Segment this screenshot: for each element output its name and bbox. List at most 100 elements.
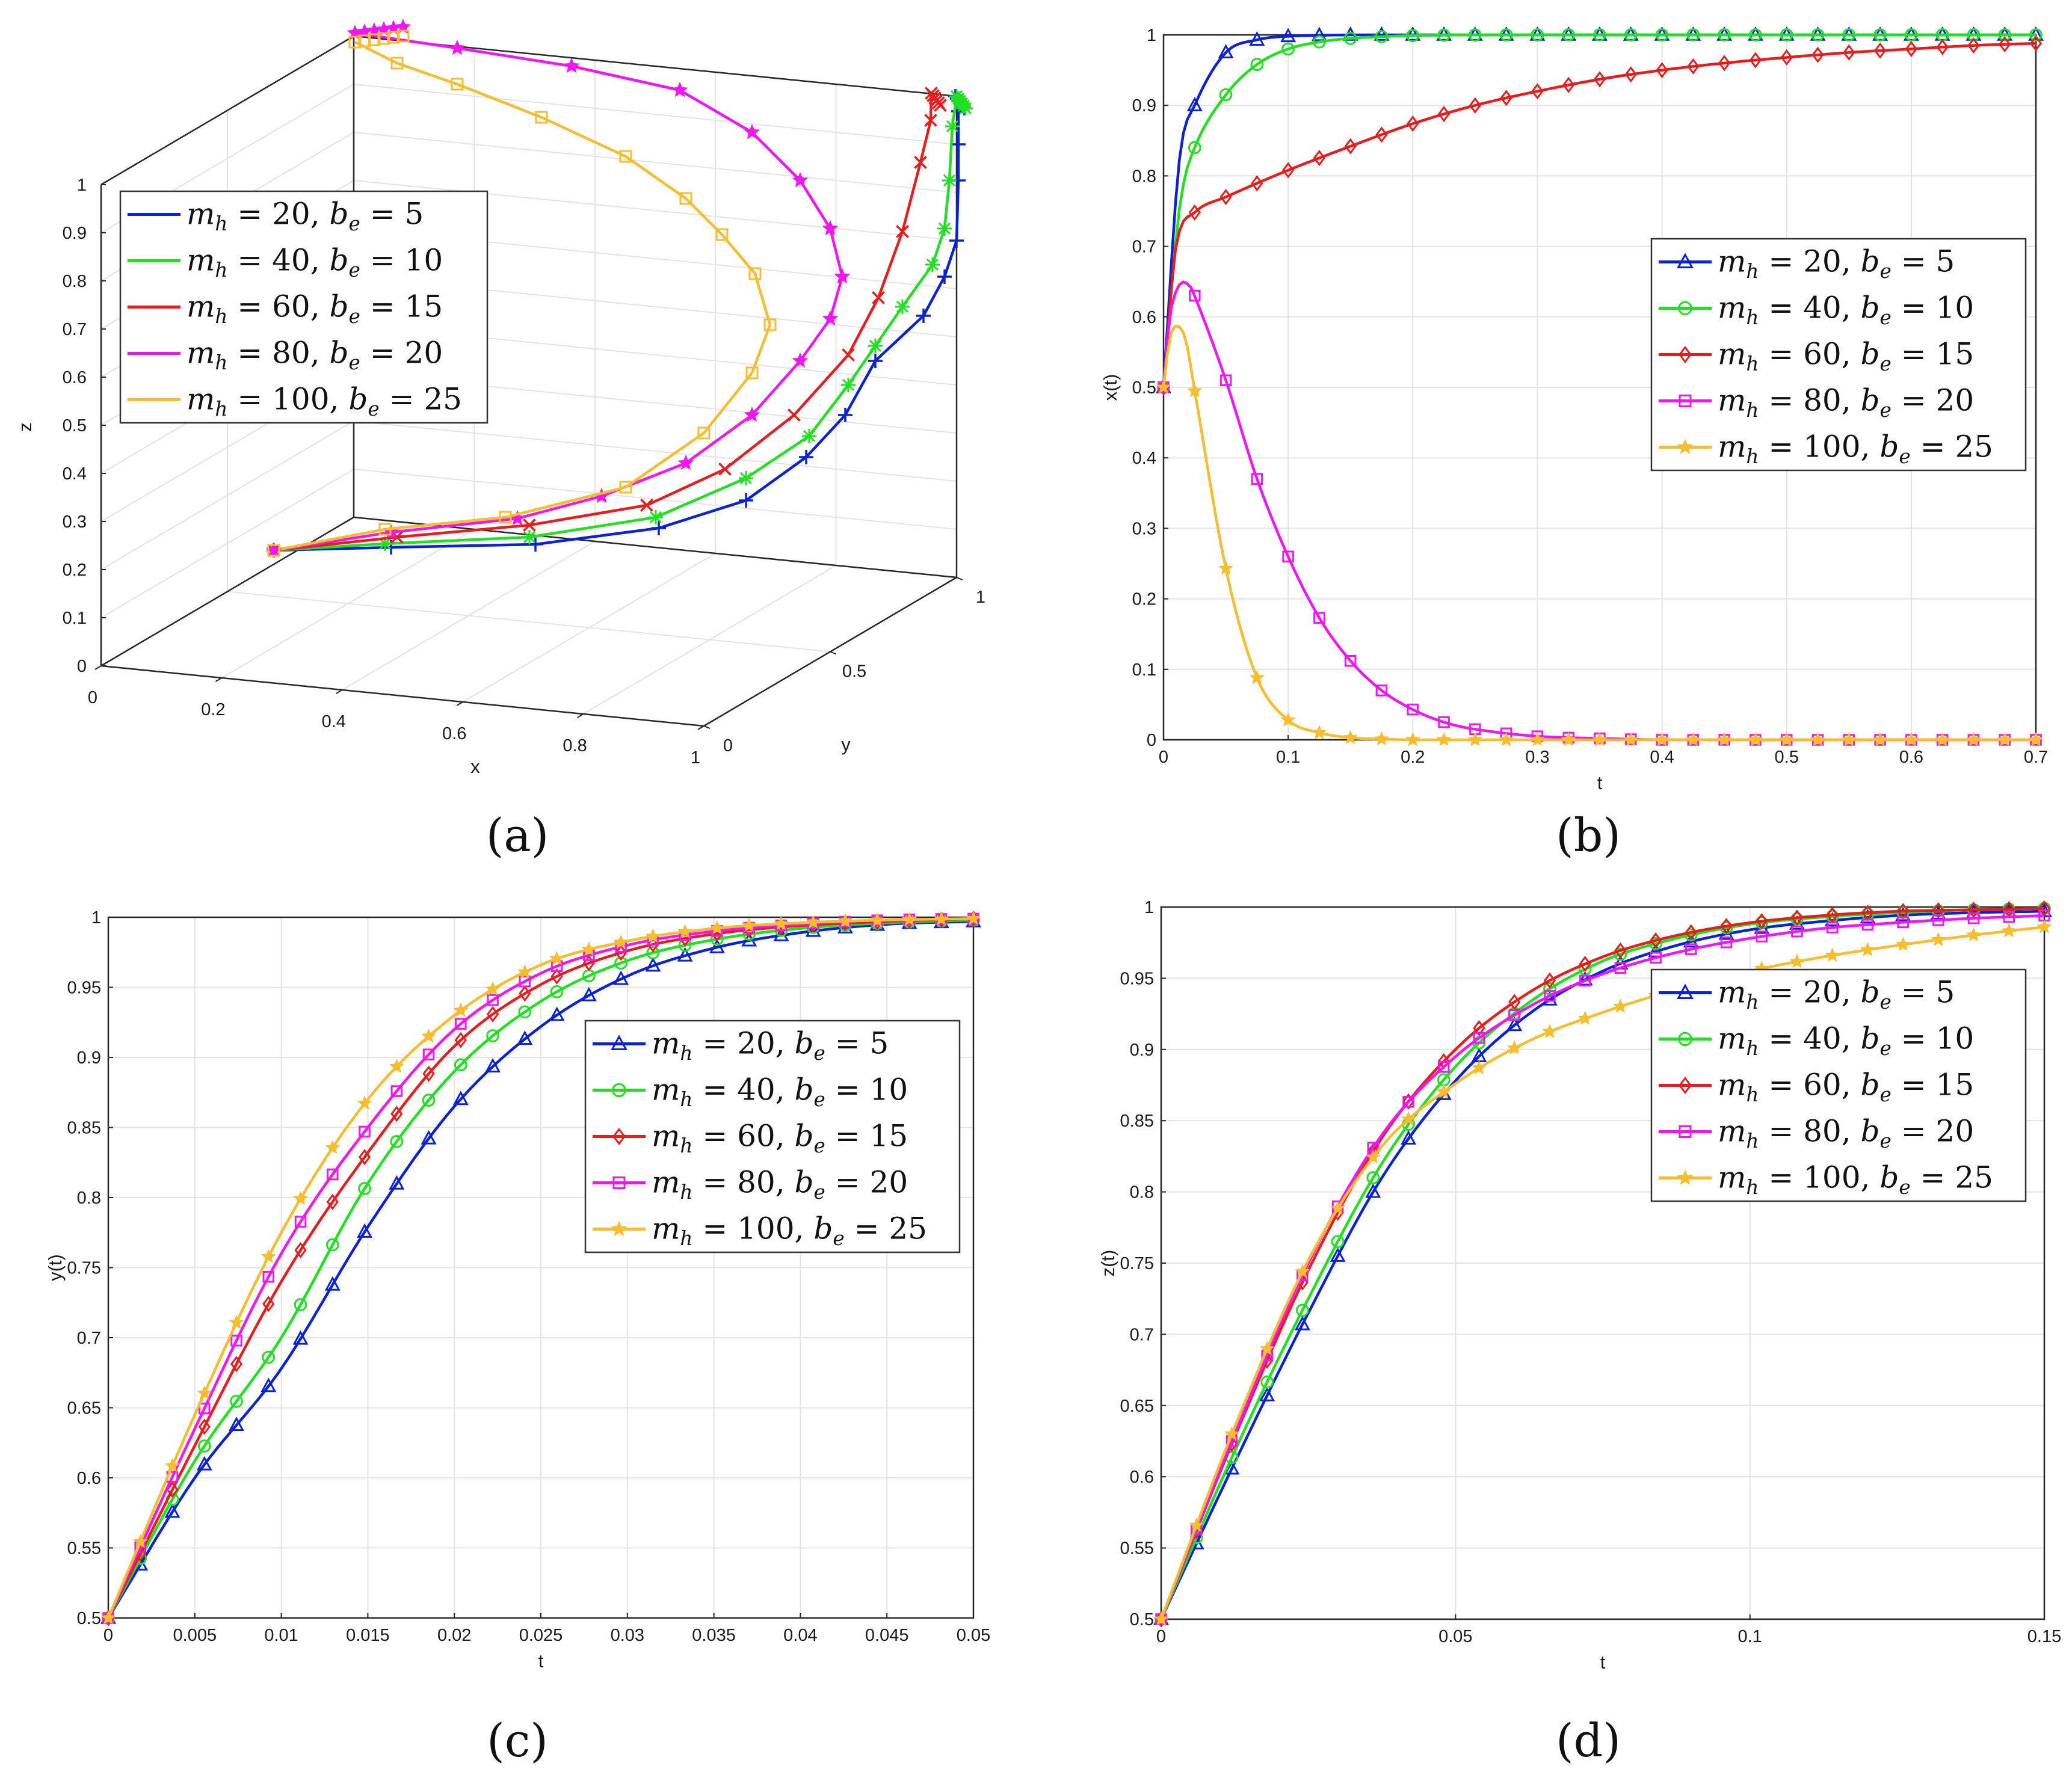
x-tick-label: 0.005: [173, 1626, 217, 1645]
data-point-s2-16: [1656, 62, 1668, 79]
y-tick-label: 0.9: [1132, 96, 1156, 115]
trajectory-point-s1-5: [802, 429, 816, 443]
legend-marker-1: [612, 1083, 626, 1098]
data-point-s0-19: [709, 938, 725, 953]
trajectory-point-s0-8: [916, 309, 931, 323]
data-point-s4-5: [1312, 725, 1327, 739]
data-point-s3-16: [1720, 936, 1733, 949]
data-point-s0-9: [389, 1175, 405, 1190]
y-axis-label: x(t): [1100, 374, 1121, 401]
y-tick-label: 0.95: [67, 979, 101, 998]
data-point-s4-8: [1436, 1084, 1452, 1098]
trajectory-point-s1-8: [895, 300, 910, 314]
y-tick-label: 0.85: [67, 1119, 101, 1138]
x-tick-label: 0.15: [2027, 1627, 2061, 1646]
data-point-s4-21: [774, 915, 789, 930]
data-point-s2-23: [1873, 42, 1887, 59]
data-point-s2-3: [1251, 175, 1263, 192]
data-point-s3-5: [1313, 612, 1325, 624]
data-point-s1-3: [1250, 58, 1264, 72]
data-point-s3-10: [422, 1048, 435, 1060]
data-point-s4-7: [1401, 1111, 1416, 1126]
y-axis-label: z(t): [1097, 1250, 1118, 1277]
trajectory-end-s2-5: [934, 99, 947, 112]
data-point-s4-8: [357, 1095, 372, 1110]
data-point-s2-22: [1843, 44, 1855, 61]
z-axis-label: z: [14, 422, 35, 432]
data-point-s4-0: [100, 1610, 116, 1625]
x-tick-label: 0.015: [346, 1626, 390, 1645]
data-point-s2-26: [1967, 37, 1980, 54]
trajectory-point-s3-7: [822, 310, 839, 326]
data-point-s4-1: [1187, 383, 1203, 398]
trajectory-end-s4-4: [387, 31, 400, 44]
data-point-s4-23: [837, 913, 853, 927]
data-point-s1-4: [230, 1394, 243, 1408]
data-point-s0-7: [1374, 26, 1390, 41]
trajectory-point-s4-4: [697, 426, 711, 440]
data-point-s1-13: [1614, 947, 1627, 961]
y-tick-label: 0: [723, 736, 733, 755]
data-point-s2-10: [1508, 994, 1521, 1010]
data-point-s0-14: [549, 1006, 565, 1021]
data-point-s4-24: [869, 912, 885, 927]
y-tick-label: 0.85: [1120, 1112, 1154, 1131]
y-tick-label: 0.3: [1132, 519, 1156, 538]
data-point-s2-12: [1579, 956, 1591, 973]
data-point-s3-11: [1544, 990, 1556, 1002]
data-point-s4-7: [1374, 731, 1389, 746]
x-axis-label: t: [1600, 1652, 1606, 1673]
legend-box: [119, 190, 489, 424]
z-tick-label: 0.7: [63, 320, 87, 339]
data-point-s1-18: [1718, 28, 1731, 42]
trajectory-point-s2-9: [914, 156, 927, 169]
y-tick-label: 0.5: [1132, 378, 1156, 398]
x-tick-label: 0.6: [1899, 748, 1923, 767]
data-point-s4-2: [1218, 561, 1233, 575]
data-point-s2-18: [1790, 909, 1804, 926]
data-point-s0-7: [324, 1276, 341, 1291]
trajectory-point-s4-14: [348, 35, 362, 49]
data-point-s2-8: [1407, 115, 1419, 132]
trajectory-point-s1-1: [378, 537, 392, 551]
trajectory-point-s0-10: [949, 233, 964, 248]
data-point-s4-4: [229, 1315, 244, 1329]
legend-marker-0: [1677, 253, 1694, 268]
data-point-s3-19: [1826, 921, 1839, 933]
data-point-s1-7: [1375, 30, 1389, 43]
data-point-s1-10: [1469, 28, 1482, 42]
trajectory-point-s1-2: [522, 530, 537, 544]
series-line-0: [107, 920, 974, 1619]
z-tick-label: 0: [77, 657, 87, 676]
data-point-s3-17: [1756, 930, 1768, 943]
x-axis-label: x: [470, 756, 480, 777]
data-point-s3-24: [2003, 911, 2015, 923]
data-point-s2-9: [390, 1106, 403, 1122]
legend-box: [1650, 968, 2027, 1202]
legend-marker-4: [611, 1220, 627, 1236]
data-point-s1-11: [1499, 28, 1513, 42]
data-point-s4-17: [1686, 732, 1701, 746]
data-point-s4-10: [421, 1028, 436, 1043]
data-point-s1-14: [1649, 937, 1662, 950]
legend-label-4: mh = 100, be = 25: [1718, 429, 1993, 469]
x-tick-mark: [94, 665, 102, 670]
y-tick-label: 0: [1147, 731, 1156, 750]
data-point-s0-3: [1259, 1386, 1275, 1401]
y-tick-label: 1: [91, 908, 101, 927]
data-point-s2-11: [454, 1032, 467, 1048]
y-tick-label: 0.75: [67, 1259, 101, 1278]
x-tick-mark: [456, 701, 463, 706]
data-point-s0-8: [357, 1223, 373, 1238]
y-tick-label: 0.8: [1130, 1183, 1154, 1202]
data-point-s1-6: [294, 1298, 307, 1311]
data-point-s3-9: [1473, 1032, 1485, 1044]
data-point-s4-13: [1561, 732, 1576, 746]
data-point-s3-13: [519, 975, 531, 988]
data-point-s2-13: [519, 985, 531, 1002]
data-point-s2-15: [1624, 66, 1637, 83]
y-tick-label: 0.65: [67, 1399, 101, 1418]
data-point-s2-4: [230, 1356, 243, 1373]
x-tick-label: 0.1: [1738, 1627, 1762, 1646]
data-point-s2-6: [294, 1242, 307, 1259]
